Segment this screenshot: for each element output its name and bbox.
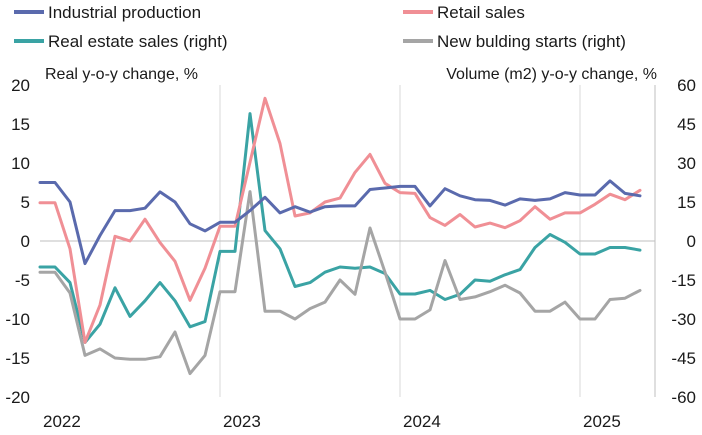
right-tick-label: -60 bbox=[671, 388, 696, 407]
left-tick-label: -10 bbox=[5, 310, 30, 329]
legend-label: Real estate sales (right) bbox=[48, 32, 228, 51]
left-tick-label: 5 bbox=[21, 193, 30, 212]
left-axis-title: Real y-o-y change, % bbox=[45, 66, 198, 83]
x-tick-label: 2024 bbox=[403, 412, 441, 431]
x-tick-label: 2023 bbox=[223, 412, 261, 431]
right-tick-label: -15 bbox=[671, 271, 696, 290]
series-line-industrial-production bbox=[38, 179, 642, 266]
left-axis-ticks: 20 15 10 5 0 -5 -10 -15 -20 bbox=[5, 76, 30, 407]
legend-label: New bulding starts (right) bbox=[437, 32, 626, 51]
series-line-retail-sales bbox=[38, 96, 642, 344]
x-tick-label: 2025 bbox=[583, 412, 621, 431]
x-tick-label: 2022 bbox=[43, 412, 81, 431]
left-tick-label: -15 bbox=[5, 349, 30, 368]
x-axis-ticks: 2022 2023 2024 2025 bbox=[43, 412, 621, 431]
right-tick-label: 60 bbox=[677, 76, 696, 95]
left-tick-label: -20 bbox=[5, 388, 30, 407]
left-tick-label: 10 bbox=[11, 154, 30, 173]
axes bbox=[40, 85, 656, 397]
legend-label: Retail sales bbox=[437, 3, 525, 22]
series-lines bbox=[38, 96, 642, 376]
right-tick-label: 0 bbox=[687, 232, 696, 251]
right-tick-label: 45 bbox=[677, 115, 696, 134]
right-tick-label: -30 bbox=[671, 310, 696, 329]
left-tick-label: 20 bbox=[11, 76, 30, 95]
series-line-real-estate-sales-right bbox=[38, 112, 642, 344]
right-axis-title: Volume (m2) y-o-y change, % bbox=[446, 66, 657, 83]
right-tick-label: -45 bbox=[671, 349, 696, 368]
left-tick-label: 15 bbox=[11, 115, 30, 134]
legend: Industrial production Retail sales Real es… bbox=[14, 3, 626, 51]
right-tick-label: 30 bbox=[677, 154, 696, 173]
right-axis-ticks: 60 45 30 15 0 -15 -30 -45 -60 bbox=[671, 76, 696, 407]
left-tick-label: -5 bbox=[15, 271, 30, 290]
right-tick-label: 15 bbox=[677, 193, 696, 212]
legend-label: Industrial production bbox=[48, 3, 201, 22]
series-line-new-bulding-starts-right bbox=[38, 190, 642, 376]
left-tick-label: 0 bbox=[21, 232, 30, 251]
